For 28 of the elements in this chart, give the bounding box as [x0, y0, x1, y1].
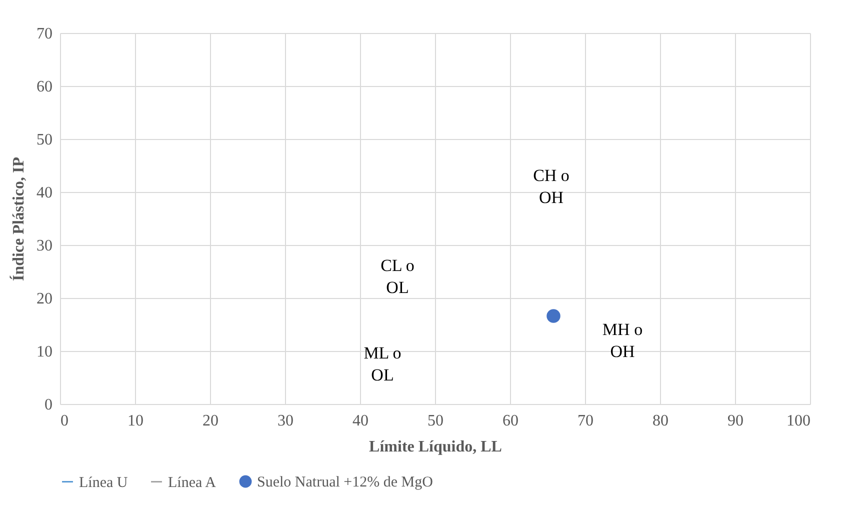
y-tick-label: 30 [36, 238, 52, 254]
x-axis-title: Límite Líquido, LL [369, 438, 502, 456]
x-tick-label: 100 [786, 412, 810, 430]
annotation: MH o OH [602, 320, 643, 361]
legend-label: Línea U [79, 474, 128, 491]
legend-label: Suelo Natrual +12% de MgO [257, 474, 434, 491]
legend-label: Línea A [168, 474, 216, 491]
x-tick-label: 30 [278, 412, 294, 430]
y-tick-label: 60 [36, 78, 52, 96]
x-tick-label: 20 [202, 412, 218, 430]
x-tick-label: 10 [128, 412, 144, 430]
x-tick-label: 60 [502, 412, 518, 430]
y-tick-label: 50 [36, 132, 52, 148]
y-tick-label: 10 [36, 344, 52, 360]
annotation: CL o OL [380, 256, 414, 298]
y-tick-label: 20 [36, 290, 52, 308]
y-axis-title: Índice Plástico, IP [10, 156, 28, 281]
x-tick-label: 0 [60, 412, 68, 430]
annotation: ML o OL [364, 344, 402, 385]
x-tick-label: 80 [652, 412, 668, 430]
annotation: CH o OH [533, 166, 570, 208]
x-tick-label: 90 [728, 412, 744, 430]
x-tick-label: 40 [352, 412, 368, 430]
y-tick-label: 0 [44, 396, 52, 414]
y-tick-label: 40 [36, 184, 52, 202]
x-tick-label: 70 [578, 412, 594, 430]
y-tick-label: 70 [36, 26, 52, 42]
x-tick-label: 50 [428, 412, 444, 430]
